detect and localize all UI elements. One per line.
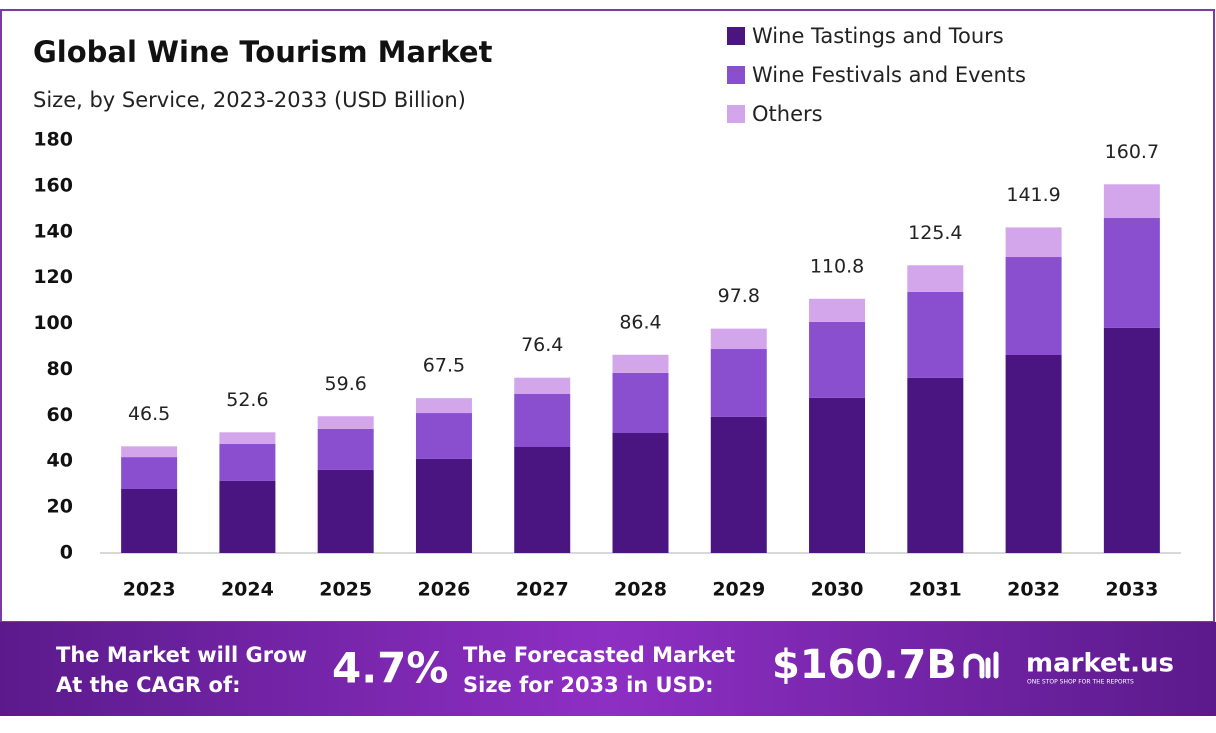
x-tick-label: 2024 xyxy=(221,579,274,601)
bar-segment xyxy=(710,416,767,553)
legend-swatch xyxy=(727,66,745,84)
bar-segment xyxy=(121,446,178,458)
bar-segment xyxy=(219,444,276,481)
bar-segment xyxy=(219,432,276,445)
bar-segment xyxy=(1005,354,1062,553)
bar-segment xyxy=(1005,257,1062,355)
x-tick-label: 2027 xyxy=(516,579,569,601)
bar-segment xyxy=(121,457,178,489)
total-label: 141.9 xyxy=(1006,184,1060,206)
total-label: 160.7 xyxy=(1105,141,1159,163)
chart-subtitle: Size, by Service, 2023-2033 (USD Billion… xyxy=(33,88,466,112)
bar-segment xyxy=(1103,184,1160,219)
bar-segment xyxy=(809,321,866,398)
chart-title: Global Wine Tourism Market xyxy=(33,35,493,69)
bar-segment xyxy=(907,265,964,292)
y-tick-label: 80 xyxy=(47,358,73,380)
total-label: 125.4 xyxy=(908,222,962,244)
bar-segment xyxy=(317,416,374,429)
forecast-value: $160.7B xyxy=(772,642,957,688)
bar-segment xyxy=(710,349,767,417)
total-label: 67.5 xyxy=(423,355,465,377)
x-tick-label: 2033 xyxy=(1105,579,1158,601)
bar-segment xyxy=(514,393,571,447)
legend-label: Wine Tastings and Tours xyxy=(752,24,1004,48)
y-tick-label: 0 xyxy=(60,542,73,564)
bar-segment xyxy=(907,291,964,378)
bar-segment xyxy=(612,354,669,373)
bar-segment xyxy=(1005,227,1062,258)
bar-segment xyxy=(514,377,571,394)
x-tick-label: 2029 xyxy=(712,579,765,601)
x-tick-label: 2025 xyxy=(319,579,372,601)
y-tick-label: 140 xyxy=(33,220,73,242)
legend-swatch xyxy=(727,105,745,123)
bar-segment xyxy=(415,398,472,414)
total-label: 86.4 xyxy=(619,311,661,333)
tagline: ONE STOP SHOP FOR THE REPORTS xyxy=(1027,679,1134,686)
bar-segment xyxy=(317,469,374,553)
forecast-text: The Forecasted Market xyxy=(463,643,735,667)
x-tick-label: 2028 xyxy=(614,579,667,601)
y-tick-label: 40 xyxy=(47,450,73,472)
bar-segment xyxy=(907,377,964,553)
x-tick-label: 2023 xyxy=(123,579,176,601)
x-tick-label: 2031 xyxy=(909,579,962,601)
brand: market.us xyxy=(1026,649,1174,679)
bar-segment xyxy=(121,488,178,553)
total-label: 97.8 xyxy=(718,285,760,307)
y-tick-label: 180 xyxy=(33,129,73,151)
bar-segment xyxy=(514,446,571,553)
bar-segment xyxy=(809,298,866,322)
x-tick-label: 2026 xyxy=(418,579,471,601)
total-label: 76.4 xyxy=(521,334,563,356)
bar-segment xyxy=(317,428,374,470)
bar-segment xyxy=(415,413,472,459)
y-tick-label: 120 xyxy=(33,266,73,288)
y-tick-label: 160 xyxy=(33,174,73,196)
bar-segment xyxy=(612,433,669,553)
total-label: 46.5 xyxy=(128,403,170,425)
bar-segment xyxy=(710,328,767,350)
legend-label: Others xyxy=(752,102,823,126)
bar-segment xyxy=(415,458,472,553)
x-tick-label: 2030 xyxy=(811,579,864,601)
bar-segment xyxy=(1103,218,1160,328)
cagr-text: The Market will Grow xyxy=(56,643,307,667)
total-label: 59.6 xyxy=(325,373,367,395)
y-tick-label: 100 xyxy=(33,312,73,334)
legend-swatch xyxy=(727,27,745,45)
cagr-value: 4.7% xyxy=(332,644,448,693)
bar-segment xyxy=(612,372,669,434)
bar-segment xyxy=(219,480,276,553)
forecast-text: Size for 2033 in USD: xyxy=(463,673,714,697)
y-tick-label: 20 xyxy=(47,496,73,518)
total-label: 110.8 xyxy=(810,255,864,277)
footer-banner xyxy=(0,622,1216,716)
cagr-text: At the CAGR of: xyxy=(56,673,241,697)
bar-segment xyxy=(1103,327,1160,553)
legend-label: Wine Festivals and Events xyxy=(752,63,1026,87)
bar-segment xyxy=(809,397,866,553)
total-label: 52.6 xyxy=(226,389,268,411)
y-tick-label: 60 xyxy=(47,404,73,426)
x-tick-label: 2032 xyxy=(1007,579,1060,601)
brand-logo xyxy=(963,651,999,679)
